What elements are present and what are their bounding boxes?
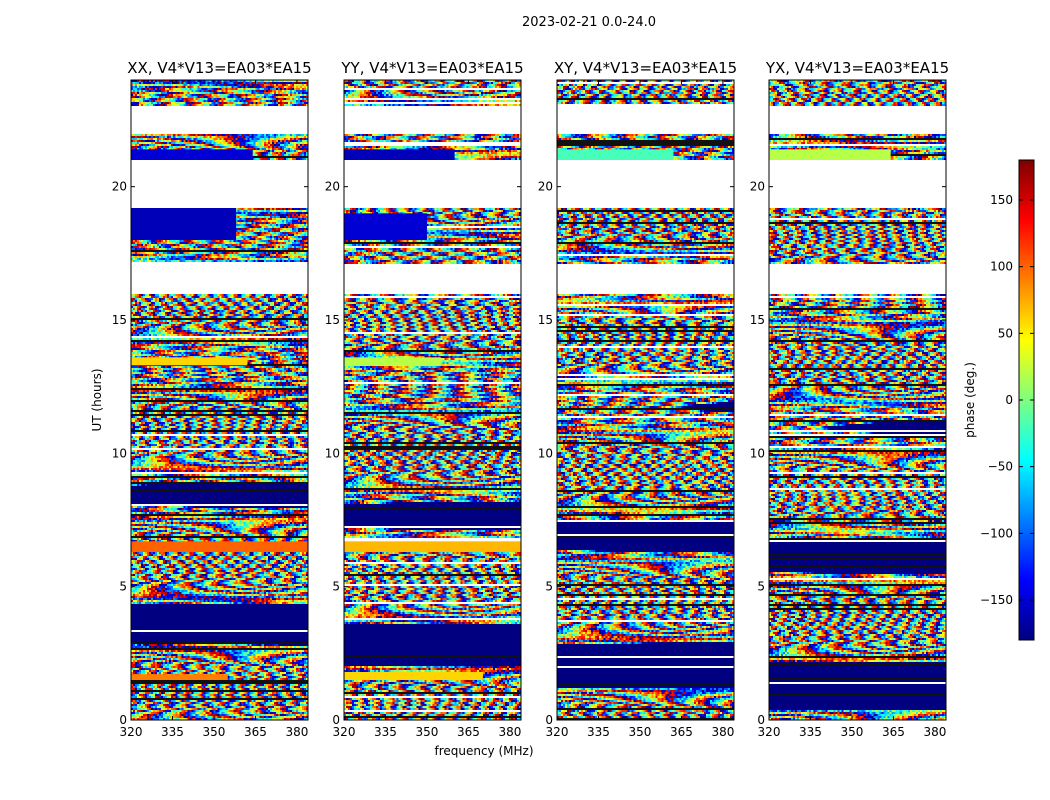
y-tick-label: 5: [332, 580, 340, 594]
panel-frame: [343, 79, 522, 721]
y-tick-label: 0: [545, 713, 553, 727]
phase-waterfall-yy: [344, 80, 521, 720]
coherent-band-xx-4: [131, 674, 228, 680]
y-tick-label: 20: [538, 180, 553, 194]
x-tick-label: 365: [670, 725, 693, 739]
x-tick-label: 365: [882, 725, 905, 739]
x-tick-label: 365: [244, 725, 267, 739]
panel-yy: YY, V4*V13=EA03*EA15 320 335 350 365 380 0 5 10 1…: [325, 59, 524, 739]
panel-yx: YX, V4*V13=EA03*EA15 320 335 350 365 380 0 5 10 1…: [750, 59, 949, 739]
panel-xy: XY, V4*V13=EA03*EA15 320 335 350 365 380 0 5 10 1…: [538, 59, 737, 739]
x-tick-label: 350: [416, 725, 439, 739]
y-tick-label: 10: [325, 446, 340, 460]
coherent-band-yy-4: [344, 672, 483, 680]
panel-title-yx: YX, V4*V13=EA03*EA15: [765, 59, 949, 77]
coherent-band-yy-1: [344, 213, 427, 240]
colorbar-tick-label: 100: [990, 260, 1013, 274]
coherent-band-xx-2: [131, 357, 248, 366]
panels-group: XX, V4*V13=EA03*EA15 320 335 350 365 380 0 5 10 1…: [112, 59, 949, 739]
y-tick-label: 15: [538, 313, 553, 327]
x-tick-label: 335: [587, 725, 610, 739]
panel-title-xy: XY, V4*V13=EA03*EA15: [554, 59, 737, 77]
y-axis-label: UT (hours): [90, 368, 104, 431]
x-tick-label: 380: [711, 725, 734, 739]
x-axis-label: frequency (MHz): [434, 744, 533, 758]
y-tick-label: 15: [750, 313, 765, 327]
y-tick-label: 15: [112, 313, 127, 327]
y-tick-label: 10: [750, 446, 765, 460]
coherent-band-yy-3: [344, 541, 521, 552]
y-tick-label: 10: [538, 446, 553, 460]
panel-frame: [130, 79, 309, 721]
x-tick-label: 335: [799, 725, 822, 739]
y-tick-label: 15: [325, 313, 340, 327]
colorbar-tick-label: −100: [980, 526, 1013, 540]
figure-suptitle: 2023-02-21 0.0-24.0: [522, 15, 656, 30]
coherent-band-xx-0: [131, 149, 253, 160]
coherent-band-xx-1: [131, 208, 237, 240]
y-tick-label: 5: [119, 580, 127, 594]
y-tick-label: 0: [757, 713, 765, 727]
x-tick-label: 320: [546, 725, 569, 739]
y-tick-label: 5: [545, 580, 553, 594]
y-tick-label: 0: [119, 713, 127, 727]
panel-frame: [768, 79, 947, 721]
coherent-band-xy-0: [557, 149, 674, 160]
panel-frame: [556, 79, 735, 721]
y-tick-label: 5: [757, 580, 765, 594]
x-tick-label: 320: [333, 725, 356, 739]
colorbar-tick-label: 50: [998, 326, 1013, 340]
colorbar-tick-label: −50: [988, 460, 1013, 474]
x-tick-label: 380: [923, 725, 946, 739]
colorbar: −150 −100 −50 0 50 100 150 phase (deg.): [963, 159, 1035, 641]
x-tick-label: 350: [203, 725, 226, 739]
panel-title-xx: XX, V4*V13=EA03*EA15: [127, 59, 311, 77]
x-tick-label: 350: [629, 725, 652, 739]
coherent-band-yy-0: [344, 149, 455, 160]
y-tick-label: 20: [112, 180, 127, 194]
y-tick-label: 20: [325, 180, 340, 194]
y-tick-label: 10: [112, 446, 127, 460]
coherent-band-yy-2: [344, 357, 441, 366]
x-tick-label: 335: [161, 725, 184, 739]
colorbar-tick-label: 150: [990, 193, 1013, 207]
x-tick-label: 365: [457, 725, 480, 739]
colorbar-tick-label: −150: [980, 593, 1013, 607]
colorbar-ticks: −150 −100 −50 0 50 100 150: [980, 193, 1034, 607]
phase-waterfall-xy: [557, 80, 734, 720]
panel-xx: XX, V4*V13=EA03*EA15 320 335 350 365 380 0 5 10 1…: [112, 59, 312, 739]
coherent-band-xx-3: [131, 541, 308, 552]
y-tick-label: 0: [332, 713, 340, 727]
colorbar-label: phase (deg.): [963, 362, 977, 438]
x-tick-label: 380: [285, 725, 308, 739]
y-tick-label: 20: [750, 180, 765, 194]
x-tick-label: 320: [758, 725, 781, 739]
x-tick-label: 350: [841, 725, 864, 739]
x-tick-label: 335: [374, 725, 397, 739]
phase-waterfall-yx: [769, 80, 946, 720]
colorbar-tick-label: 0: [1005, 393, 1013, 407]
phase-waterfall-xx: [131, 80, 308, 720]
x-tick-label: 320: [120, 725, 143, 739]
coherent-band-yx-0: [769, 149, 891, 160]
x-tick-label: 380: [498, 725, 521, 739]
panel-title-yy: YY, V4*V13=EA03*EA15: [340, 59, 523, 77]
